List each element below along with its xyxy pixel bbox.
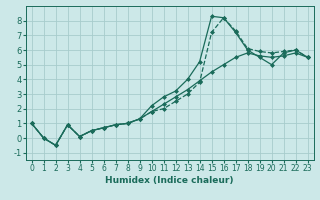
X-axis label: Humidex (Indice chaleur): Humidex (Indice chaleur) (105, 176, 234, 185)
